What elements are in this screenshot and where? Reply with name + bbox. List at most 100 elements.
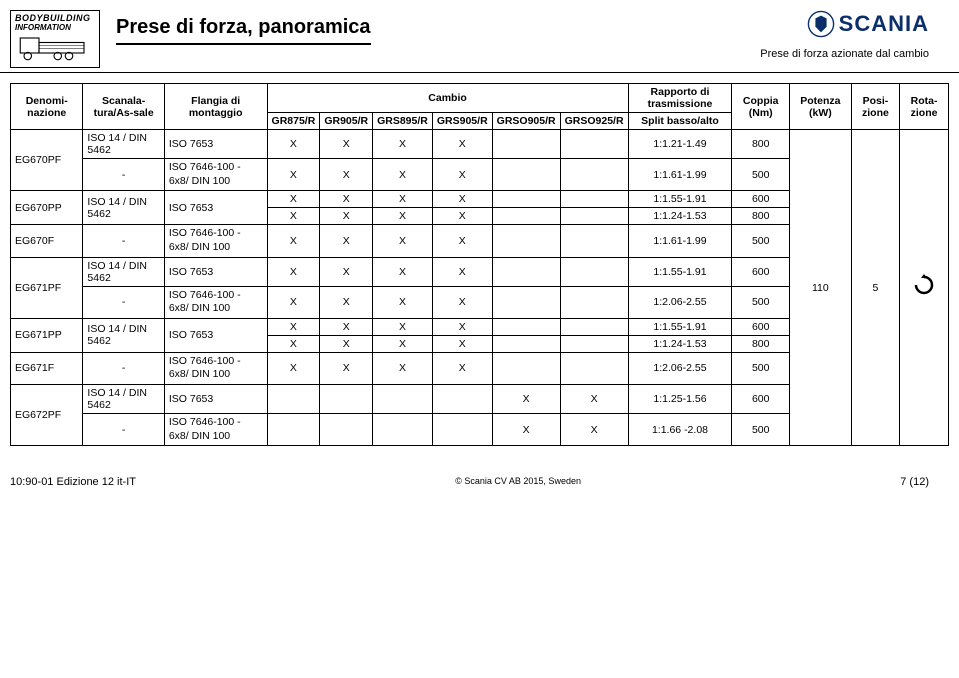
cell-ratio: 1:1.24-1.53	[628, 208, 732, 225]
cell-nm: 500	[732, 414, 790, 446]
th-name: Denomi-nazione	[11, 84, 83, 130]
cell-g	[492, 286, 560, 318]
cell-g: X	[267, 318, 320, 335]
cell-spl: ISO 14 / DIN 5462	[83, 191, 164, 225]
cell-g	[492, 225, 560, 257]
header-left: BODYBUILDING INFORMATION Prese di forza,…	[10, 10, 371, 68]
cell-g: X	[267, 191, 320, 208]
doc-title: Prese di forza, panoramica	[116, 10, 371, 45]
th-flange: Flangia di montaggio	[164, 84, 267, 130]
cell-g: X	[373, 335, 433, 352]
cell-g	[267, 385, 320, 414]
cell-g: X	[267, 159, 320, 191]
cell-g	[320, 414, 373, 446]
cell-g: X	[267, 225, 320, 257]
cell-nm: 800	[732, 130, 790, 159]
cell-spl: ISO 14 / DIN 5462	[83, 130, 164, 159]
cell-name: EG670PP	[11, 191, 83, 225]
cell-g: X	[373, 318, 433, 335]
cell-g: X	[432, 191, 492, 208]
cell-g: X	[320, 257, 373, 286]
cell-g: X	[320, 352, 373, 384]
cell-g: X	[432, 318, 492, 335]
cell-g: X	[373, 257, 433, 286]
cell-g	[373, 385, 433, 414]
cell-g	[560, 286, 628, 318]
cell-fl: ISO 7646-100 - 6x8/ DIN 100	[164, 414, 267, 446]
th-sub2: GRS895/R	[373, 113, 433, 130]
cell-fl: ISO 7646-100 - 6x8/ DIN 100	[164, 159, 267, 191]
cell-g: X	[432, 257, 492, 286]
brand-block: SCANIA Prese di forza azionate dal cambi…	[760, 10, 929, 60]
cell-g: X	[560, 414, 628, 446]
cell-ratio: 1:1.66 -2.08	[628, 414, 732, 446]
cell-ratio: 1:1.55-1.91	[628, 318, 732, 335]
cell-fl: ISO 7653	[164, 257, 267, 286]
cell-g: X	[320, 191, 373, 208]
cell-name: EG671F	[11, 352, 83, 384]
cell-g: X	[432, 208, 492, 225]
cell-g	[560, 318, 628, 335]
footer-right: 7 (12)	[900, 476, 929, 488]
cell-g	[560, 352, 628, 384]
cell-g	[492, 352, 560, 384]
cell-g: X	[373, 286, 433, 318]
cell-nm: 500	[732, 352, 790, 384]
truck-icon	[15, 32, 93, 62]
th-sub3: GRS905/R	[432, 113, 492, 130]
cell-g	[560, 225, 628, 257]
th-torque: Coppia (Nm)	[732, 84, 790, 130]
logo-line1: BODYBUILDING	[15, 13, 95, 23]
cell-nm: 500	[732, 286, 790, 318]
cell-pos: 5	[851, 130, 899, 446]
cell-nm: 600	[732, 257, 790, 286]
cell-name: EG670PF	[11, 130, 83, 191]
cell-nm: 800	[732, 335, 790, 352]
cell-g: X	[492, 414, 560, 446]
cell-ratio: 1:1.55-1.91	[628, 257, 732, 286]
cell-g	[267, 414, 320, 446]
cell-g: X	[320, 335, 373, 352]
cell-g	[432, 414, 492, 446]
cell-g: X	[432, 159, 492, 191]
th-sub0: GR875/R	[267, 113, 320, 130]
cell-g	[560, 159, 628, 191]
cell-g: X	[267, 286, 320, 318]
cell-spl: -	[83, 225, 164, 257]
cell-fl: ISO 7653	[164, 318, 267, 352]
cell-fl: ISO 7646-100 - 6x8/ DIN 100	[164, 225, 267, 257]
th-sub4: GRSO905/R	[492, 113, 560, 130]
cell-ratio: 1:1.61-1.99	[628, 159, 732, 191]
cell-g: X	[432, 286, 492, 318]
cell-ratio: 1:1.25-1.56	[628, 385, 732, 414]
logo-line2: INFORMATION	[15, 23, 95, 32]
cell-g: X	[373, 208, 433, 225]
table-container: Denomi-nazione Scanala-tura/As-sale Flan…	[0, 73, 959, 446]
rotation-icon	[912, 273, 936, 297]
brand-logo: SCANIA	[760, 10, 929, 38]
cell-g	[560, 208, 628, 225]
cell-g	[492, 318, 560, 335]
cell-g	[560, 130, 628, 159]
th-ratio: Rapporto di trasmissione	[628, 84, 732, 113]
cell-ratio: 1:1.21-1.49	[628, 130, 732, 159]
cell-spl: -	[83, 159, 164, 191]
spec-table: Denomi-nazione Scanala-tura/As-sale Flan…	[10, 83, 949, 446]
cell-fl: ISO 7653	[164, 130, 267, 159]
th-rot: Rota-zione	[900, 84, 949, 130]
cell-g	[432, 385, 492, 414]
cell-g	[560, 191, 628, 208]
cell-spl: -	[83, 414, 164, 446]
cell-rot	[900, 130, 949, 446]
th-gearbox: Cambio	[267, 84, 628, 113]
footer-center: © Scania CV AB 2015, Sweden	[136, 476, 900, 488]
cell-g: X	[320, 286, 373, 318]
cell-g: X	[373, 191, 433, 208]
cell-ratio: 1:1.61-1.99	[628, 225, 732, 257]
cell-ratio: 1:2.06-2.55	[628, 352, 732, 384]
cell-g: X	[373, 159, 433, 191]
cell-g: X	[320, 225, 373, 257]
cell-g: X	[432, 352, 492, 384]
cell-g	[492, 191, 560, 208]
cell-g: X	[432, 130, 492, 159]
